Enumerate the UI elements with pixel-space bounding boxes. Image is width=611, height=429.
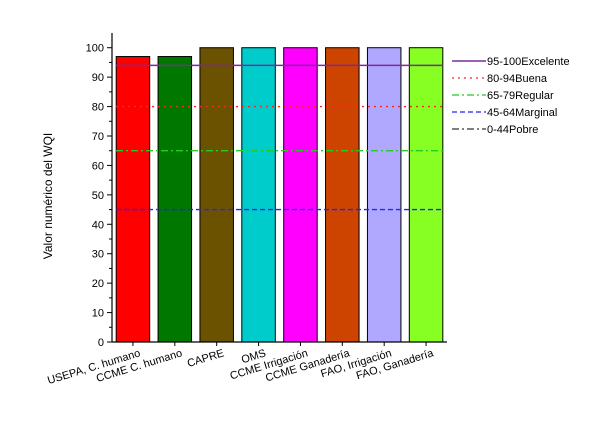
x-tick-label-2: CAPRE <box>186 347 226 370</box>
bar-7 <box>408 47 444 343</box>
bar-6 <box>366 47 402 343</box>
y-tick-label-50: 50 <box>92 190 104 202</box>
bar-4 <box>283 47 318 343</box>
y-tick-label-80: 80 <box>92 102 104 114</box>
bar-0 <box>115 56 151 343</box>
y-axis-title: Valor numérico del WQI <box>41 133 55 260</box>
legend-label-3: 45-64Marginal <box>487 107 557 119</box>
bar-3 <box>241 47 276 343</box>
y-tick-label-90: 90 <box>92 72 104 84</box>
y-tick-label-20: 20 <box>92 278 104 290</box>
legend-label-2: 65-79Regular <box>487 90 554 102</box>
legend-label-0: 95-100Excelente <box>487 56 570 68</box>
legend-label-1: 80-94Buena <box>487 73 548 85</box>
y-tick-label-30: 30 <box>92 249 104 261</box>
y-tick-label-0: 0 <box>98 337 104 349</box>
y-tick-label-70: 70 <box>92 131 104 143</box>
legend: 95-100Excelente 80-94Buena 65-79Regular 45-… <box>452 56 570 136</box>
bar-1 <box>157 56 193 343</box>
bar-2 <box>199 47 234 343</box>
y-tick-label-60: 60 <box>92 160 104 172</box>
y-tick-label-10: 10 <box>92 308 104 320</box>
y-tick-label-40: 40 <box>92 219 104 231</box>
bar-5 <box>325 47 360 343</box>
legend-label-4: 0-44Pobre <box>487 124 538 136</box>
y-tick-label-100: 100 <box>86 43 104 55</box>
